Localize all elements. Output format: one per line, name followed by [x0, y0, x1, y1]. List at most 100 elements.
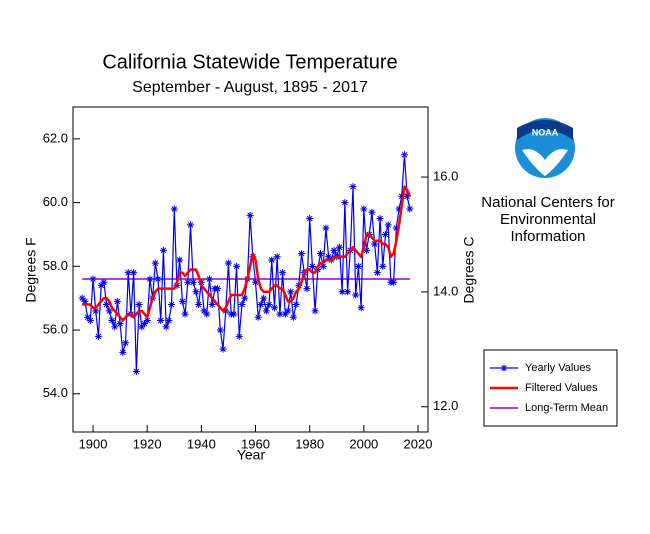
data-point	[176, 256, 184, 264]
chart-subtitle: September - August, 1895 - 2017	[132, 79, 368, 96]
data-point	[143, 316, 151, 324]
data-point	[170, 205, 178, 213]
y-tick-label: 56.0	[43, 321, 68, 336]
data-point	[195, 301, 203, 309]
logo-circle	[515, 118, 575, 178]
data-point	[284, 307, 292, 315]
x-tick-label: 1920	[133, 436, 162, 451]
data-point	[219, 345, 227, 353]
y2-axis-label: Degrees C	[461, 237, 477, 304]
x-tick-label: 2000	[349, 436, 378, 451]
data-point	[398, 192, 406, 200]
logo-text: Environmental	[500, 211, 596, 228]
data-point	[81, 297, 89, 305]
data-point	[103, 301, 111, 309]
data-point	[122, 339, 130, 347]
legend-label: Long-Term Mean	[525, 402, 608, 414]
data-point	[260, 294, 268, 302]
x-axis-label: Year	[237, 447, 266, 463]
data-point	[100, 278, 108, 286]
data-point	[270, 304, 278, 312]
data-point	[257, 301, 265, 309]
data-point	[335, 243, 343, 251]
data-point	[349, 183, 357, 191]
data-point	[113, 297, 121, 305]
data-point	[273, 253, 281, 261]
data-point	[230, 310, 238, 318]
data-point	[205, 275, 213, 283]
logo-text: National Centers for	[481, 194, 614, 211]
data-point	[376, 215, 384, 223]
data-point	[162, 323, 170, 331]
data-point	[151, 259, 159, 267]
data-point	[354, 262, 362, 270]
data-point	[368, 208, 376, 216]
data-point	[159, 246, 167, 254]
x-tick-label: 1980	[295, 436, 324, 451]
data-point	[119, 348, 127, 356]
data-point	[360, 205, 368, 213]
y2-tick-label: 12.0	[433, 398, 458, 413]
data-point	[384, 221, 392, 229]
data-point	[276, 310, 284, 318]
data-point	[281, 310, 289, 318]
data-point	[108, 316, 116, 324]
x-tick-label: 2020	[404, 436, 433, 451]
data-point	[306, 215, 314, 223]
data-point	[262, 307, 270, 315]
data-point	[135, 301, 143, 309]
y-tick-label: 54.0	[43, 385, 68, 400]
data-point	[181, 310, 189, 318]
data-point	[224, 259, 232, 267]
x-tick-label: 1940	[187, 436, 216, 451]
data-point	[279, 269, 287, 277]
legend-label: Yearly Values	[525, 362, 592, 374]
y-tick-label: 60.0	[43, 194, 68, 209]
data-point	[89, 275, 97, 283]
data-point	[208, 301, 216, 309]
y-tick-label: 62.0	[43, 130, 68, 145]
data-point	[178, 297, 186, 305]
data-point	[111, 323, 119, 331]
data-point	[292, 301, 300, 309]
data-point	[241, 294, 249, 302]
data-point	[203, 310, 211, 318]
x-tick-label: 1900	[79, 436, 108, 451]
logo-name: NOAA	[532, 127, 559, 137]
data-point	[268, 256, 276, 264]
data-point	[184, 278, 192, 286]
data-point	[265, 301, 273, 309]
data-point	[157, 316, 165, 324]
data-point	[233, 262, 241, 270]
data-point	[308, 262, 316, 270]
data-point	[132, 367, 140, 375]
data-point	[322, 224, 330, 232]
data-point	[124, 269, 132, 277]
data-point	[130, 269, 138, 277]
data-point	[94, 332, 102, 340]
data-point	[357, 304, 365, 312]
data-point	[379, 262, 387, 270]
data-point	[168, 301, 176, 309]
data-point	[254, 313, 262, 321]
data-point	[390, 278, 398, 286]
y-tick-label: 58.0	[43, 258, 68, 273]
data-point	[252, 278, 260, 286]
logo-band	[517, 120, 573, 140]
data-point	[200, 307, 208, 315]
y-axis-label: Degrees F	[23, 237, 39, 302]
data-point	[84, 313, 92, 321]
noaa-logo: NOAA	[515, 118, 575, 178]
chart-title: California Statewide Temperature	[102, 51, 397, 73]
data-point	[395, 205, 403, 213]
data-point	[216, 326, 224, 334]
data-point	[138, 323, 146, 331]
data-point	[371, 240, 379, 248]
data-point	[316, 250, 324, 258]
data-point	[352, 291, 360, 299]
data-point	[86, 316, 94, 324]
y2-tick-label: 14.0	[433, 283, 458, 298]
data-point	[338, 288, 346, 296]
data-point	[392, 224, 400, 232]
